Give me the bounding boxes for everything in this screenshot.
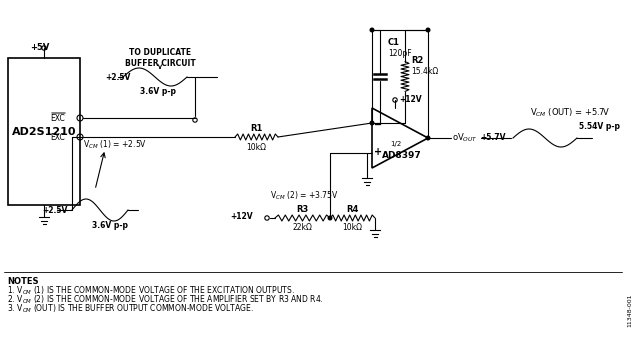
Text: BUFFER CIRCUIT: BUFFER CIRCUIT: [125, 59, 196, 68]
Text: +: +: [374, 146, 382, 156]
Text: +12V: +12V: [231, 212, 253, 220]
Text: AD8397: AD8397: [382, 151, 422, 160]
Text: 22kΩ: 22kΩ: [292, 222, 312, 231]
Text: 2. V$_{CM}$ (2) IS THE COMMON-MODE VOLTAGE OF THE AMPLIFIER SET BY R3 AND R4.: 2. V$_{CM}$ (2) IS THE COMMON-MODE VOLTA…: [7, 294, 324, 306]
Text: C1: C1: [388, 37, 400, 46]
Text: +12V: +12V: [399, 94, 422, 103]
Circle shape: [426, 136, 430, 140]
Text: 11348-001: 11348-001: [627, 293, 633, 327]
Circle shape: [370, 28, 374, 32]
Text: 3. V$_{CM}$ (OUT) IS THE BUFFER OUTPUT COMMON-MODE VOLTAGE.: 3. V$_{CM}$ (OUT) IS THE BUFFER OUTPUT C…: [7, 303, 254, 315]
Text: EXC: EXC: [50, 133, 66, 142]
Text: R1: R1: [250, 124, 262, 133]
Circle shape: [328, 216, 332, 220]
Text: +5V: +5V: [30, 42, 50, 51]
Text: R4: R4: [347, 204, 359, 213]
Circle shape: [370, 121, 374, 125]
Text: −: −: [374, 119, 382, 129]
Text: TO DUPLICATE: TO DUPLICATE: [129, 48, 191, 57]
Text: 5.54V p-p: 5.54V p-p: [579, 121, 620, 130]
Text: 1. V$_{CM}$ (1) IS THE COMMON-MODE VOLTAGE OF THE EXCITATION OUTPUTS.: 1. V$_{CM}$ (1) IS THE COMMON-MODE VOLTA…: [7, 285, 295, 297]
Text: AD2S1210: AD2S1210: [11, 127, 76, 136]
Text: 15.4kΩ: 15.4kΩ: [411, 67, 438, 76]
Text: 10kΩ: 10kΩ: [343, 222, 362, 231]
Text: V$_{CM}$ (1) = +2.5V: V$_{CM}$ (1) = +2.5V: [83, 139, 147, 151]
Text: oV$_{OUT}$: oV$_{OUT}$: [452, 132, 478, 144]
Text: +5.7V: +5.7V: [480, 133, 506, 142]
Text: 10kΩ: 10kΩ: [247, 143, 266, 152]
Text: V$_{CM}$ (OUT) = +5.7V: V$_{CM}$ (OUT) = +5.7V: [530, 107, 610, 119]
Text: EXC: EXC: [50, 113, 66, 122]
Bar: [8, 58, 80, 205]
Text: 1/2: 1/2: [390, 141, 401, 147]
Text: NOTES: NOTES: [7, 277, 38, 286]
Text: 3.6V p-p: 3.6V p-p: [92, 221, 128, 230]
Text: +2.5V: +2.5V: [105, 73, 131, 82]
Circle shape: [426, 28, 430, 32]
Text: +2.5V: +2.5V: [42, 205, 68, 214]
Text: 120pF: 120pF: [388, 49, 412, 58]
Text: V$_{CM}$ (2) = +3.75V: V$_{CM}$ (2) = +3.75V: [270, 190, 338, 202]
Text: 3.6V p-p: 3.6V p-p: [140, 86, 176, 95]
Text: R3: R3: [296, 204, 308, 213]
Text: R2: R2: [411, 56, 424, 65]
